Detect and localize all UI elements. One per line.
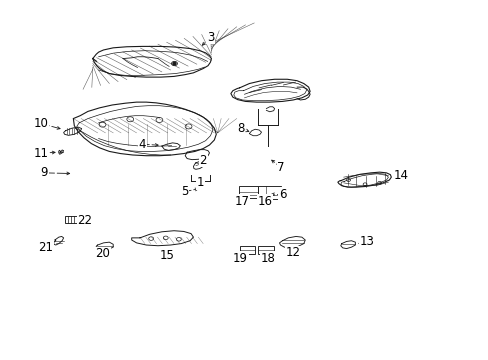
Text: 19: 19 bbox=[233, 252, 247, 265]
Bar bbox=[258, 247, 273, 254]
Text: 6: 6 bbox=[278, 188, 285, 201]
Text: 11: 11 bbox=[34, 147, 49, 160]
Circle shape bbox=[173, 63, 176, 64]
Text: 7: 7 bbox=[277, 161, 284, 174]
Bar bbox=[64, 216, 83, 223]
Text: 15: 15 bbox=[159, 249, 174, 262]
Text: 20: 20 bbox=[95, 247, 110, 260]
Text: 14: 14 bbox=[393, 169, 408, 182]
Text: 13: 13 bbox=[359, 235, 374, 248]
Text: 2: 2 bbox=[199, 154, 206, 167]
Text: 4: 4 bbox=[139, 138, 146, 151]
Text: 8: 8 bbox=[237, 122, 244, 135]
Text: 10: 10 bbox=[34, 117, 49, 130]
Text: 5: 5 bbox=[181, 185, 188, 198]
Text: 18: 18 bbox=[260, 252, 275, 265]
Text: 12: 12 bbox=[285, 246, 300, 259]
Text: 17: 17 bbox=[234, 195, 249, 208]
Text: 21: 21 bbox=[39, 240, 54, 254]
Text: 9: 9 bbox=[41, 166, 48, 179]
Text: 22: 22 bbox=[78, 213, 92, 226]
Text: 3: 3 bbox=[206, 31, 214, 44]
Bar bbox=[239, 247, 255, 254]
Text: 1: 1 bbox=[197, 176, 204, 189]
Text: 16: 16 bbox=[257, 195, 272, 208]
Bar bbox=[238, 186, 258, 198]
Bar bbox=[258, 186, 281, 199]
